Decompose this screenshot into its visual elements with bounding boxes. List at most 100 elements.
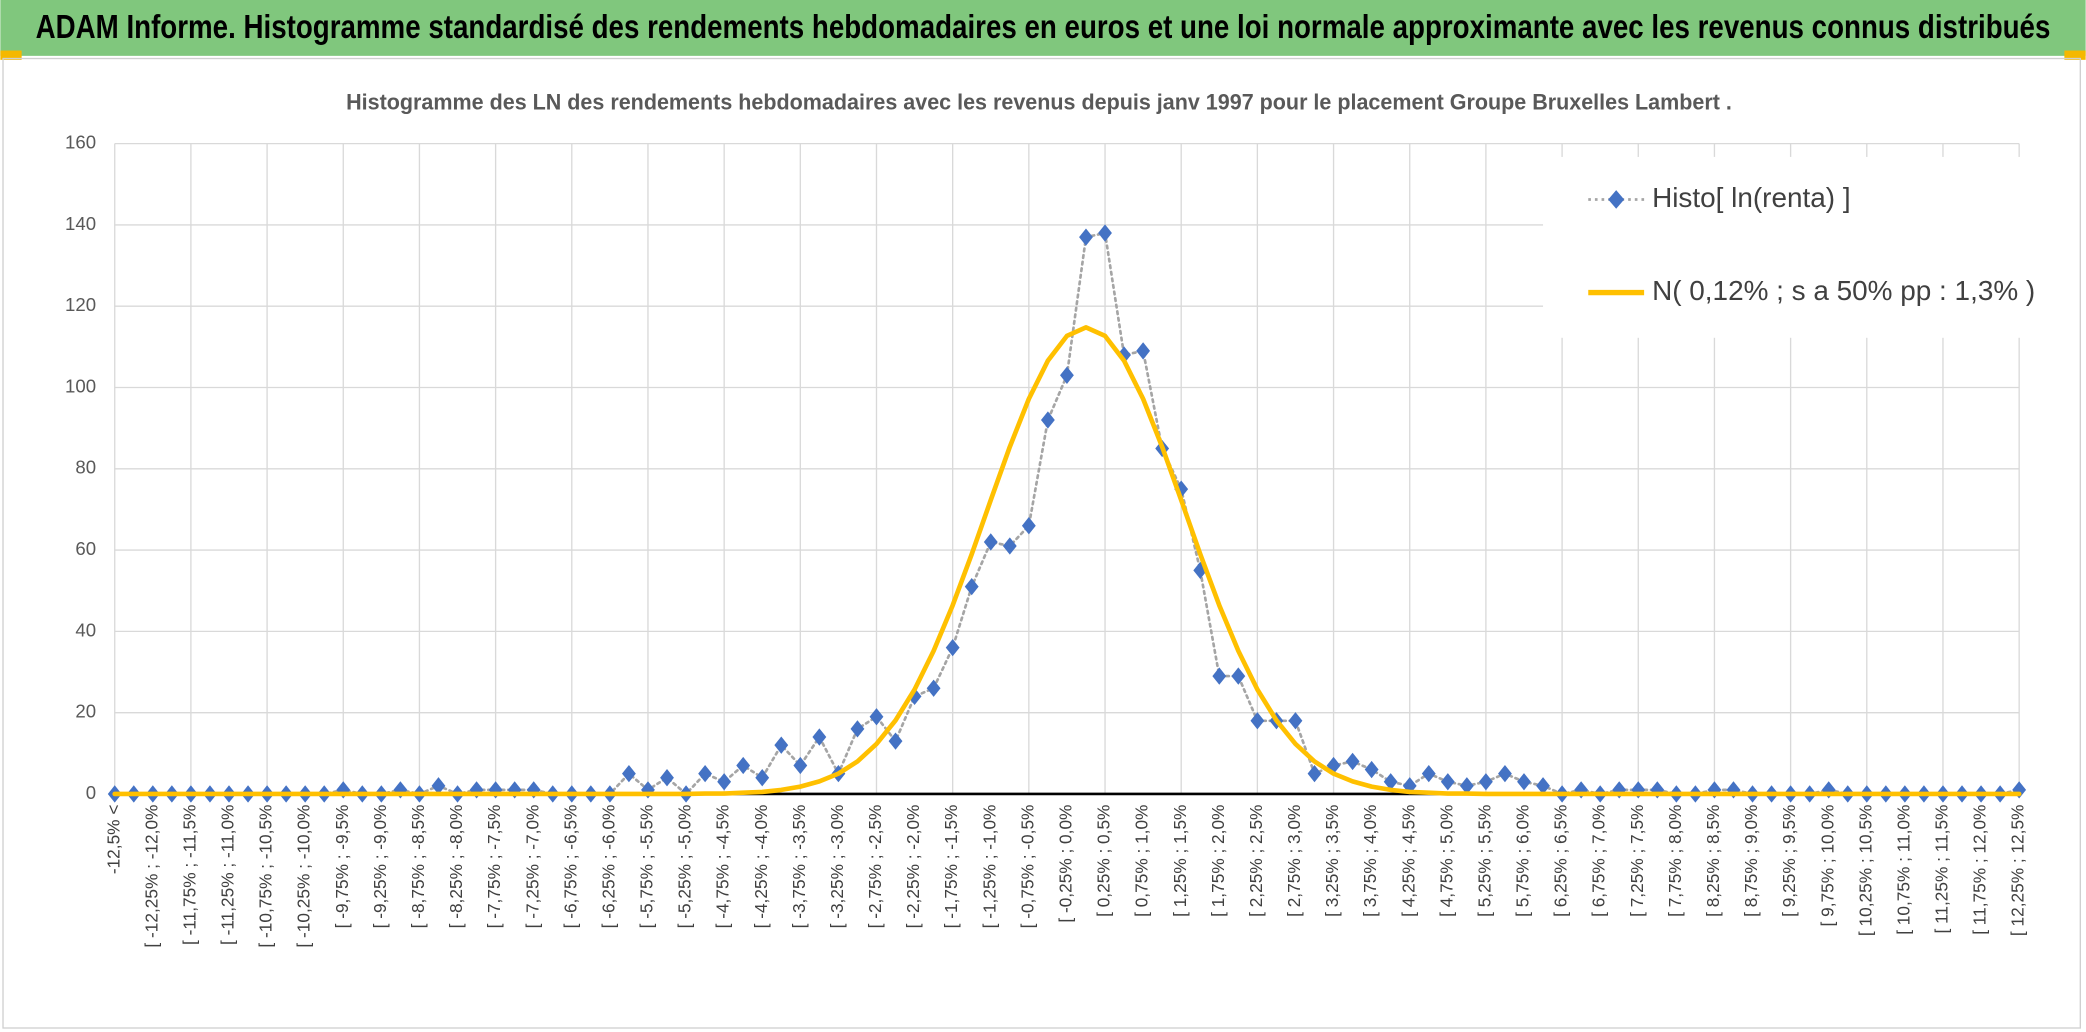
- x-tick-label: [ -5,25% ; -5,0%: [675, 805, 695, 929]
- x-tick-label: [ 11,75% ; 12,0%: [1970, 805, 1990, 935]
- x-tick-label: [ 5,75% ; 6,0%: [1513, 805, 1533, 917]
- marker: [736, 756, 751, 775]
- legend-box: [1543, 156, 2022, 338]
- chart-frame: [2, 57, 2081, 1029]
- marker: [1250, 712, 1265, 730]
- x-tick-label: [ 10,25% ; 10,5%: [1855, 805, 1875, 936]
- y-tick-label: 120: [65, 294, 96, 315]
- marker: [1345, 752, 1360, 771]
- series-line: [112, 325, 2022, 797]
- x-tick-label: [ 2,75% ; 3,0%: [1284, 805, 1304, 917]
- x-tick-label: [ -11,25% ; -11,0%: [218, 805, 238, 945]
- marker: [945, 638, 960, 657]
- y-tick-label: 60: [75, 538, 96, 559]
- x-tick-label: [ -4,25% ; -4,0%: [751, 805, 771, 929]
- marker: [1193, 561, 1208, 580]
- marker: [1079, 228, 1093, 246]
- x-tick-label: [ -8,75% ; -8,5%: [408, 805, 428, 929]
- x-tick-label: [ 7,75% ; 8,0%: [1665, 805, 1685, 917]
- marker: [1212, 667, 1227, 685]
- marker: [1002, 537, 1017, 555]
- x-tick-label: [ 10,75% ; 11,0%: [1893, 805, 1913, 935]
- x-tick-label: [ -10,75% ; -10,5%: [256, 805, 276, 948]
- marker: [1288, 712, 1303, 730]
- x-tick-label: [ 12,25% ; 12,5%: [2008, 805, 2028, 936]
- marker: [869, 708, 884, 726]
- x-tick-label: [ 1,25% ; 1,5%: [1170, 805, 1190, 917]
- corner-right: [2064, 50, 2086, 60]
- x-tick-label: [ 9,75% ; 10,0%: [1817, 805, 1837, 927]
- x-tick-label: [ 11,25% ; 11,5%: [1932, 805, 1952, 934]
- x-tick-label: -12,5% <: [103, 805, 123, 875]
- marker: [1098, 224, 1112, 242]
- x-tick-label: [ 4,25% ; 4,5%: [1398, 805, 1418, 917]
- x-tick-label: [ -12,25% ; -12,0%: [141, 805, 161, 948]
- y-tick-label: 80: [75, 457, 96, 478]
- marker: [1060, 366, 1074, 384]
- grid: 0 20 40 60 80 100 120 140 160: [65, 132, 2020, 803]
- chart-title: Histogramme des LN des rendements hebdom…: [346, 90, 1732, 115]
- x-tick-label: [ 0,75% ; 1,0%: [1132, 805, 1152, 917]
- marker: [1498, 764, 1512, 783]
- marker: [850, 720, 865, 738]
- marker: [907, 687, 922, 706]
- x-tick-label: [ -10,25% ; -10,0%: [294, 805, 314, 948]
- x-tick-label: [ -2,25% ; -2,0%: [903, 805, 923, 929]
- header-title: ADAM Informe. Histogramme standardisé de…: [36, 9, 2051, 46]
- y-tick-label: 40: [75, 619, 96, 640]
- x-tick-label: [ -9,75% ; -9,5%: [332, 805, 352, 929]
- x-tick-label: [ -11,75% ; -11,5%: [179, 805, 199, 945]
- marker: [1307, 764, 1322, 783]
- marker: [793, 756, 808, 775]
- marker: [1136, 342, 1151, 360]
- y-tick-label: 100: [65, 375, 96, 396]
- legend-label: N( 0,12% ; s a 50% pp : 1,3% ): [1652, 275, 2035, 306]
- x-tick-label: [ -3,75% ; -3,5%: [789, 805, 809, 929]
- y-tick-label: 0: [86, 782, 96, 803]
- marker: [622, 764, 636, 783]
- x-tick-label: [ -7,75% ; -7,5%: [484, 805, 504, 929]
- marker: [1459, 777, 1474, 795]
- x-tick-label: [ 6,25% ; 6,5%: [1551, 805, 1571, 917]
- x-tick-label: [ -6,75% ; -6,5%: [560, 805, 580, 929]
- x-tick-label: [ -7,25% ; -7,0%: [522, 805, 542, 929]
- marker: [1421, 764, 1436, 783]
- x-tick-label: [ 2,25% ; 2,5%: [1246, 805, 1266, 917]
- x-tick-label: [ 8,75% ; 9,0%: [1741, 805, 1761, 917]
- x-tick-label: [ -0,75% ; -0,5%: [1017, 805, 1037, 929]
- x-tick-label: [ 8,25% ; 8,5%: [1703, 805, 1723, 917]
- x-tick-label: [ -2,75% ; -2,5%: [865, 805, 885, 929]
- marker: [1040, 411, 1055, 429]
- x-tick-label: [ -3,25% ; -3,0%: [827, 805, 847, 929]
- marker: [1383, 773, 1398, 791]
- x-tick-label: [ -8,25% ; -8,0%: [446, 805, 466, 929]
- x-tick-label: [ -1,75% ; -1,5%: [941, 805, 961, 929]
- corner-left: [0, 50, 22, 60]
- x-tick-label: [ 3,75% ; 4,0%: [1360, 805, 1380, 917]
- marker: [1021, 517, 1036, 535]
- legend: Histo[ ln(renta) ] N( 0,12% ; s a 50% pp …: [1543, 156, 2035, 338]
- x-labels: -12,5% < [ -12,25% ; -12,0% [ -11,75% ; -1…: [103, 805, 2027, 948]
- x-tick-label: [ -6,25% ; -6,0%: [598, 805, 618, 929]
- marker: [1117, 346, 1131, 364]
- marker: [1364, 760, 1379, 779]
- marker: [698, 764, 713, 783]
- x-tick-label: [ 5,25% ; 5,5%: [1474, 805, 1494, 917]
- x-tick-label: [ 3,25% ; 3,5%: [1322, 805, 1342, 917]
- legend-marker: [1608, 190, 1625, 209]
- marker: [964, 578, 979, 596]
- y-tick-label: 160: [65, 132, 96, 153]
- y-tick-label: 140: [65, 213, 96, 234]
- x-tick-label: [ 1,75% ; 2,0%: [1208, 805, 1228, 917]
- x-tick-label: [ -0,25% ; 0,0%: [1056, 805, 1076, 923]
- marker: [926, 679, 941, 697]
- x-tick-label: [ -4,75% ; -4,5%: [713, 805, 733, 929]
- marker: [1174, 480, 1189, 498]
- x-tick-label: [ -1,25% ; -1,0%: [979, 805, 999, 929]
- x-tick-label: [ 9,25% ; 9,5%: [1779, 805, 1799, 917]
- x-tick-label: [ 0,25% ; 0,5%: [1094, 805, 1114, 917]
- marker: [812, 728, 827, 746]
- x-tick-label: [ -9,25% ; -9,0%: [370, 805, 390, 929]
- x-tick-label: [ 6,75% ; 7,0%: [1589, 805, 1609, 917]
